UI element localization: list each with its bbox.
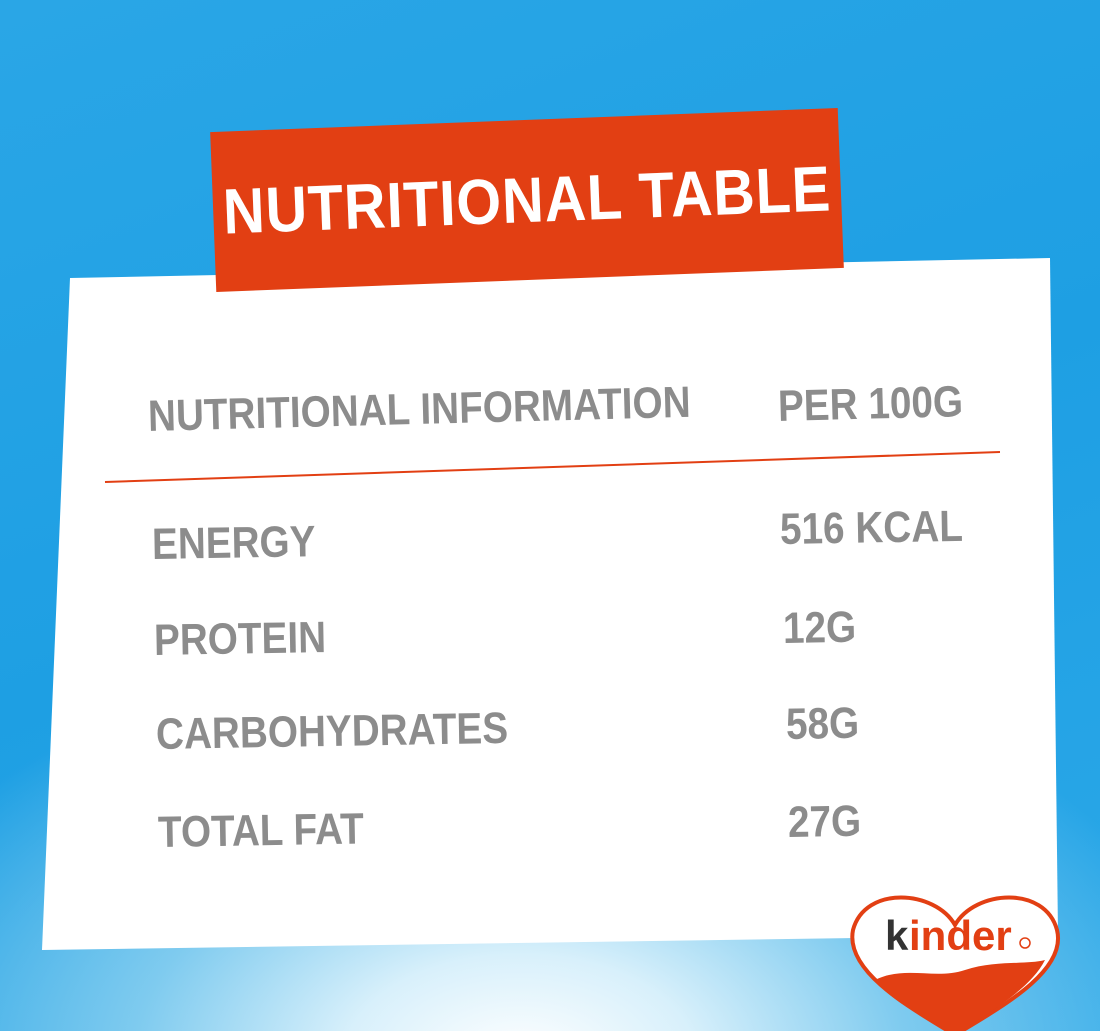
row-value-carbohydrates: 58G — [785, 698, 860, 749]
header-divider — [104, 451, 1001, 483]
row-label-carbohydrates: CARBOHYDRATES — [155, 703, 509, 759]
row-value-protein: 12G — [782, 602, 857, 653]
svg-text:inder: inder — [909, 912, 1012, 959]
kinder-logo: k inder — [850, 895, 1061, 1031]
page-title: NUTRITIONAL TABLE — [221, 152, 833, 248]
row-value-energy: 516 KCAL — [779, 501, 964, 554]
row-label-energy: ENERGY — [151, 517, 316, 569]
row-label-total-fat: TOTAL FAT — [157, 804, 365, 857]
row-label-protein: PROTEIN — [153, 613, 327, 665]
header-value: PER 100G — [777, 377, 964, 431]
title-banner: NUTRITIONAL TABLE — [210, 108, 844, 292]
row-value-total-fat: 27G — [787, 796, 862, 847]
svg-text:k: k — [885, 912, 909, 959]
